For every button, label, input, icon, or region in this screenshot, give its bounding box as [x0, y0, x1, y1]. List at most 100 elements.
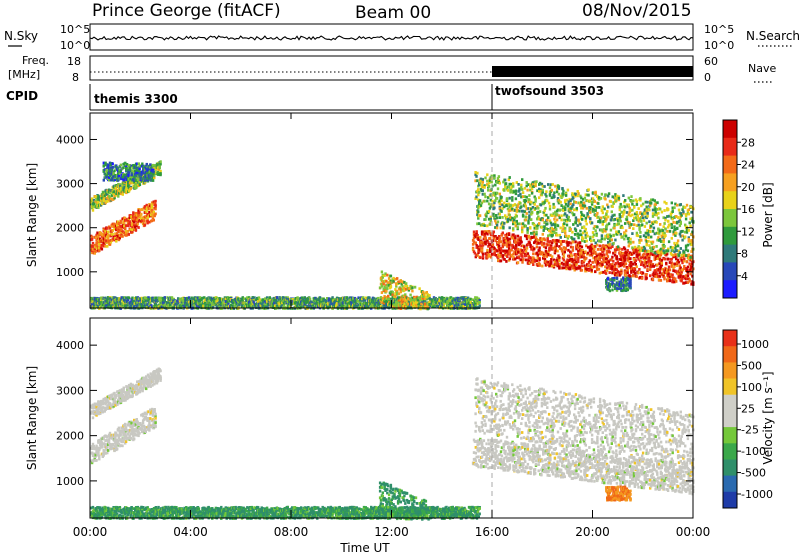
range-gate-cell: [130, 173, 133, 177]
range-gate-cell: [293, 299, 297, 302]
range-gate-cell: [493, 247, 496, 251]
range-gate-cell: [138, 183, 142, 186]
range-gate-cell: [576, 266, 579, 270]
range-gate-cell: [247, 301, 251, 304]
range-gate-cell: [623, 270, 627, 274]
range-gate-cell: [497, 258, 500, 262]
range-gate-cell: [91, 247, 95, 251]
range-gate-cell: [144, 297, 148, 300]
range-gate-cell: [634, 263, 637, 266]
range-gate-cell: [503, 258, 506, 261]
range-gate-cell: [605, 249, 609, 253]
range-gate-cell: [367, 304, 370, 308]
range-gate-cell: [456, 301, 459, 304]
range-gate-cell: [610, 258, 613, 262]
range-gate-cell: [514, 234, 517, 238]
range-gate-cell: [385, 279, 388, 283]
range-gate-cell: [146, 221, 149, 225]
range-gate-cell: [224, 297, 227, 301]
range-gate-cell: [506, 236, 509, 240]
range-gate-cell: [515, 256, 519, 259]
range-gate-cell: [281, 303, 284, 306]
range-gate-cell: [534, 236, 538, 239]
range-gate-cell: [417, 296, 420, 300]
range-gate-cell: [250, 305, 253, 309]
range-gate-cell: [596, 259, 600, 263]
range-gate-cell: [383, 274, 386, 277]
range-gate-cell: [507, 238, 510, 241]
range-gate-cell: [560, 247, 563, 251]
range-gate-cell: [599, 248, 602, 251]
range-gate-cell: [142, 304, 145, 308]
range-gate-cell: [278, 302, 281, 306]
range-gate-cell: [558, 245, 561, 248]
range-gate-cell: [598, 244, 601, 248]
range-gate-cell: [538, 249, 541, 253]
range-gate-cell: [474, 235, 477, 239]
range-gate-cell: [141, 208, 144, 211]
range-gate-cell: [471, 242, 475, 246]
range-gate-cell: [525, 246, 529, 250]
range-gate-cell: [139, 215, 142, 219]
range-gate-cell: [114, 237, 117, 240]
range-gate-cell: [550, 258, 553, 261]
range-gate-cell: [535, 245, 539, 249]
range-gate-cell: [568, 241, 571, 244]
range-gate-cell: [533, 247, 536, 251]
range-gate-cell: [603, 247, 606, 251]
range-gate-cell: [123, 298, 126, 302]
range-gate-cell: [124, 161, 127, 165]
range-gate-cell: [535, 242, 539, 246]
range-gate-cell: [587, 261, 591, 264]
range-gate-cell: [102, 161, 105, 165]
range-gate-cell: [113, 303, 116, 307]
range-gate-cell: [624, 274, 628, 277]
range-gate-cell: [136, 178, 140, 182]
range-gate-cell: [558, 256, 561, 259]
range-gate-cell: [483, 230, 486, 233]
range-gate-cell: [438, 296, 441, 300]
range-gate-cell: [450, 297, 454, 301]
range-gate-cell: [613, 250, 617, 254]
range-gate-cell: [544, 263, 548, 267]
range-gate-cell: [238, 303, 241, 307]
range-gate-cell: [478, 249, 481, 253]
range-gate-cell: [227, 302, 230, 306]
range-gate-cell: [151, 163, 155, 167]
range-gate-cell: [503, 249, 506, 253]
range-gate-cell: [546, 240, 549, 243]
range-gate-cell: [184, 301, 187, 305]
range-gate-cell: [204, 301, 207, 305]
range-gate-cell: [131, 181, 134, 185]
range-gate-cell: [185, 304, 188, 308]
nsky-trace: [89, 35, 694, 41]
range-gate-cell: [197, 305, 201, 309]
range-gate-cell: [464, 303, 467, 306]
range-gate-cell: [575, 263, 578, 266]
range-gate-cell: [420, 298, 423, 302]
range-gate-cell: [507, 245, 511, 248]
noise-tick-bottom: 10^0: [60, 39, 90, 52]
range-gate-cell: [440, 300, 443, 303]
range-gate-cell: [542, 245, 546, 248]
range-gate-cell: [499, 253, 503, 257]
range-gate-cell: [98, 240, 102, 244]
range-gate-cell: [528, 261, 531, 265]
range-gate-cell: [119, 163, 122, 167]
range-gate-cell: [116, 234, 120, 238]
range-gate-cell: [124, 216, 127, 220]
range-gate-cell: [554, 249, 557, 253]
range-gate-cell: [123, 178, 126, 182]
range-gate-cell: [221, 301, 225, 305]
range-gate-cell: [575, 247, 578, 251]
range-gate-cell: [604, 245, 608, 249]
range-gate-cell: [668, 275, 672, 279]
range-gate-cell: [552, 258, 556, 262]
range-gate-cell: [471, 248, 475, 252]
range-gate-cell: [181, 298, 184, 302]
range-gate-cell: [420, 302, 423, 306]
range-gate-cell: [388, 302, 392, 306]
range-gate-cell: [664, 257, 667, 261]
range-gate-cell: [608, 271, 611, 274]
range-gate-cell: [102, 199, 105, 202]
